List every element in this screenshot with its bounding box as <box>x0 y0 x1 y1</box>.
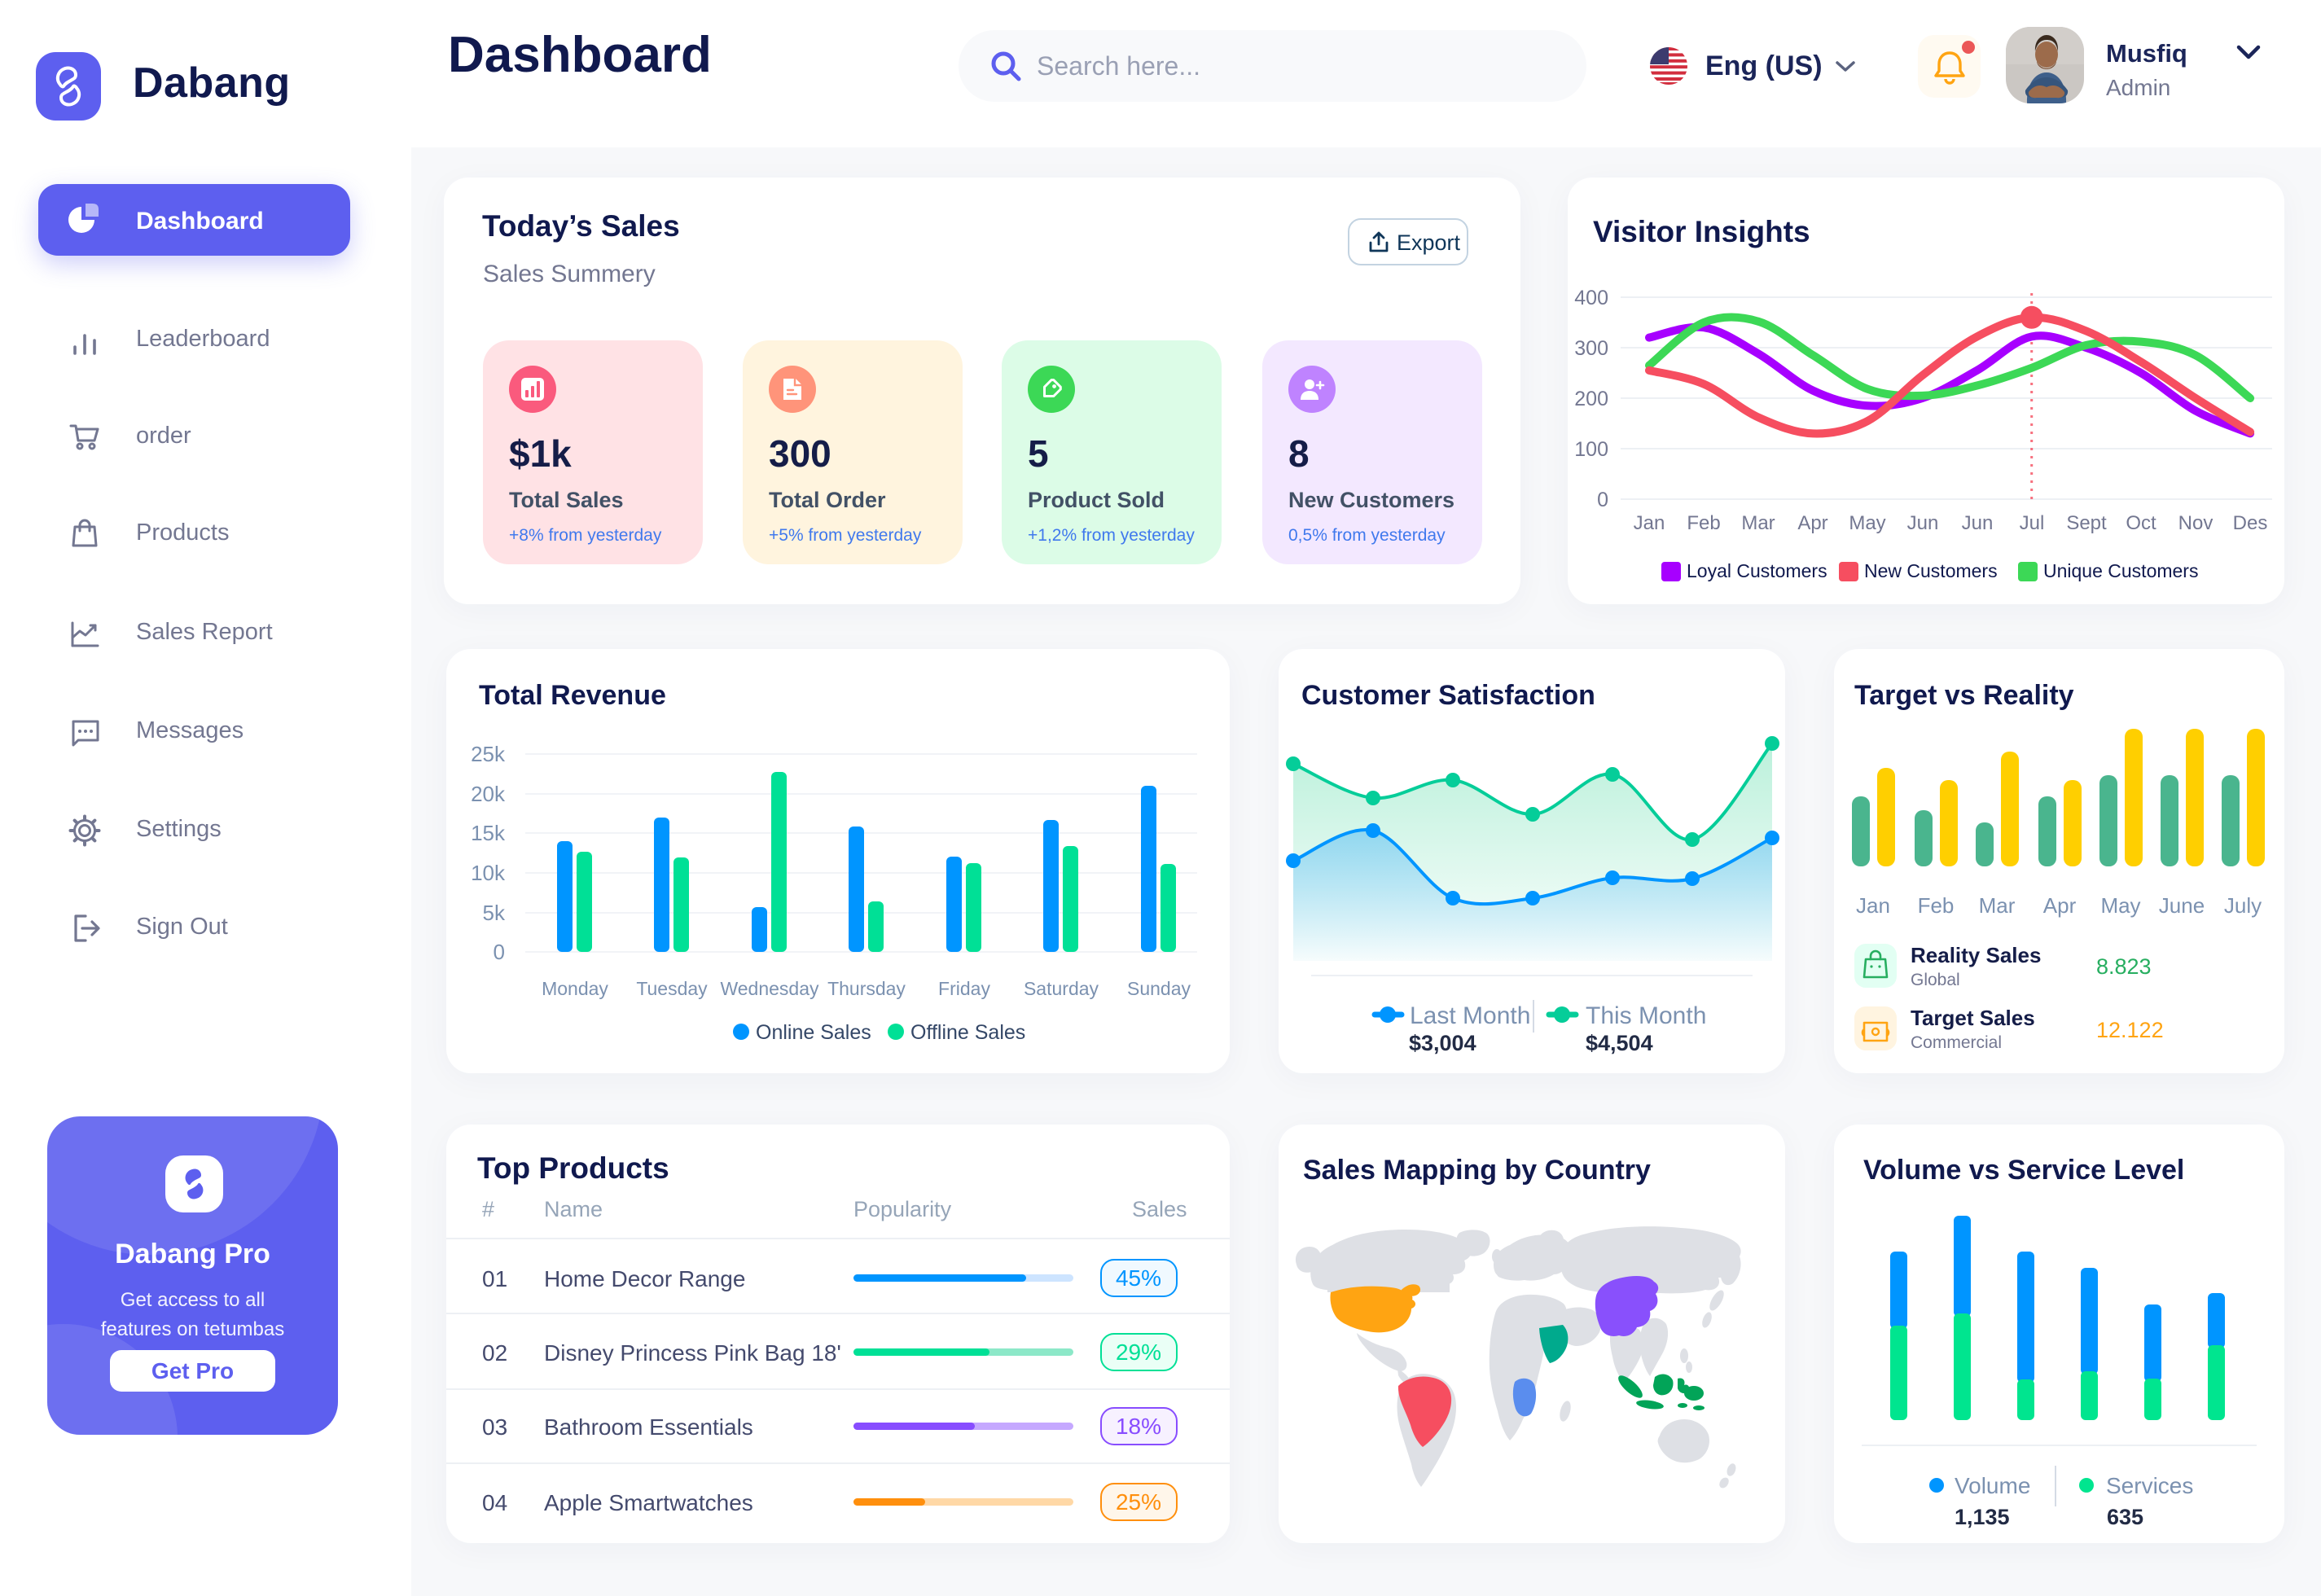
svg-text:#: # <box>482 1197 494 1221</box>
svg-text:New Customers: New Customers <box>1864 560 1998 581</box>
svg-text:Apple Smartwatches: Apple Smartwatches <box>544 1490 753 1515</box>
svg-text:04: 04 <box>482 1490 507 1515</box>
svg-text:Feb: Feb <box>1687 512 1720 534</box>
svg-text:Feb: Feb <box>1918 893 1955 918</box>
svg-text:Commercial: Commercial <box>1911 1033 2002 1052</box>
svg-text:Loyal Customers: Loyal Customers <box>1687 560 1827 581</box>
svg-text:Mar: Mar <box>1741 512 1775 534</box>
svg-text:Thursday: Thursday <box>827 978 906 999</box>
svg-text:Wednesday: Wednesday <box>720 978 819 999</box>
svg-text:18%: 18% <box>1116 1414 1161 1439</box>
svg-text:Jun: Jun <box>1962 512 1994 534</box>
svg-text:Oct: Oct <box>2126 512 2156 534</box>
svg-text:29%: 29% <box>1116 1340 1161 1365</box>
svg-text:Services: Services <box>2106 1473 2193 1498</box>
svg-text:20k: 20k <box>471 782 506 806</box>
svg-text:May: May <box>1849 512 1885 534</box>
svg-text:Name: Name <box>544 1197 603 1221</box>
svg-text:635: 635 <box>2107 1505 2143 1529</box>
svg-text:45%: 45% <box>1116 1265 1161 1291</box>
svg-text:Popularity: Popularity <box>853 1197 952 1221</box>
svg-text:Nov: Nov <box>2178 512 2214 534</box>
svg-text:15k: 15k <box>471 821 506 845</box>
svg-text:Sales: Sales <box>1132 1197 1187 1221</box>
svg-text:Tuesday: Tuesday <box>636 978 708 999</box>
svg-text:100: 100 <box>1574 438 1608 461</box>
svg-text:Mar: Mar <box>1979 893 2016 918</box>
svg-text:Jul: Jul <box>2020 512 2045 534</box>
svg-text:Jan: Jan <box>1634 512 1665 534</box>
svg-text:5k: 5k <box>483 901 506 925</box>
svg-text:400: 400 <box>1574 287 1608 309</box>
svg-text:200: 200 <box>1574 388 1608 410</box>
svg-text:Apr: Apr <box>1797 512 1827 534</box>
svg-text:Saturday: Saturday <box>1024 978 1099 999</box>
svg-text:Volume: Volume <box>1955 1473 2030 1498</box>
svg-text:01: 01 <box>482 1266 507 1291</box>
svg-text:June: June <box>2159 893 2205 918</box>
svg-text:0: 0 <box>1597 489 1608 511</box>
svg-text:Bathroom Essentials: Bathroom Essentials <box>544 1414 753 1440</box>
svg-text:0: 0 <box>494 940 505 964</box>
svg-text:Home Decor Range: Home Decor Range <box>544 1266 745 1291</box>
svg-text:Global: Global <box>1911 971 1960 989</box>
svg-text:Des: Des <box>2233 512 2268 534</box>
svg-text:Jun: Jun <box>1907 512 1939 534</box>
svg-text:Reality Sales: Reality Sales <box>1911 943 2041 967</box>
svg-text:$4,504: $4,504 <box>1586 1031 1653 1055</box>
svg-text:This Month: This Month <box>1586 1002 1706 1029</box>
svg-text:July: July <box>2224 893 2262 918</box>
svg-text:Sunday: Sunday <box>1127 978 1191 999</box>
svg-text:Monday: Monday <box>542 978 608 999</box>
svg-text:Target Sales: Target Sales <box>1911 1006 2035 1030</box>
svg-text:Unique Customers: Unique Customers <box>2043 560 2198 581</box>
svg-text:Disney Princess Pink Bag 18': Disney Princess Pink Bag 18' <box>544 1340 841 1366</box>
svg-text:10k: 10k <box>471 861 506 885</box>
svg-text:300: 300 <box>1574 337 1608 360</box>
svg-text:Jan: Jan <box>1856 893 1890 918</box>
svg-text:8.823: 8.823 <box>2096 954 2152 979</box>
svg-text:1,135: 1,135 <box>1955 1505 2010 1529</box>
svg-text:Offline Sales: Offline Sales <box>910 1021 1025 1044</box>
svg-text:May: May <box>2100 893 2140 918</box>
svg-text:02: 02 <box>482 1340 507 1366</box>
svg-text:$3,004: $3,004 <box>1409 1031 1476 1055</box>
svg-text:Online Sales: Online Sales <box>756 1021 871 1044</box>
svg-text:Apr: Apr <box>2043 893 2077 918</box>
svg-text:Sept: Sept <box>2066 512 2107 534</box>
svg-text:Friday: Friday <box>938 978 990 999</box>
svg-text:25k: 25k <box>471 742 506 766</box>
svg-text:25%: 25% <box>1116 1489 1161 1515</box>
svg-text:03: 03 <box>482 1414 507 1440</box>
svg-text:12.122: 12.122 <box>2096 1018 2164 1042</box>
svg-text:Last Month: Last Month <box>1410 1002 1530 1029</box>
